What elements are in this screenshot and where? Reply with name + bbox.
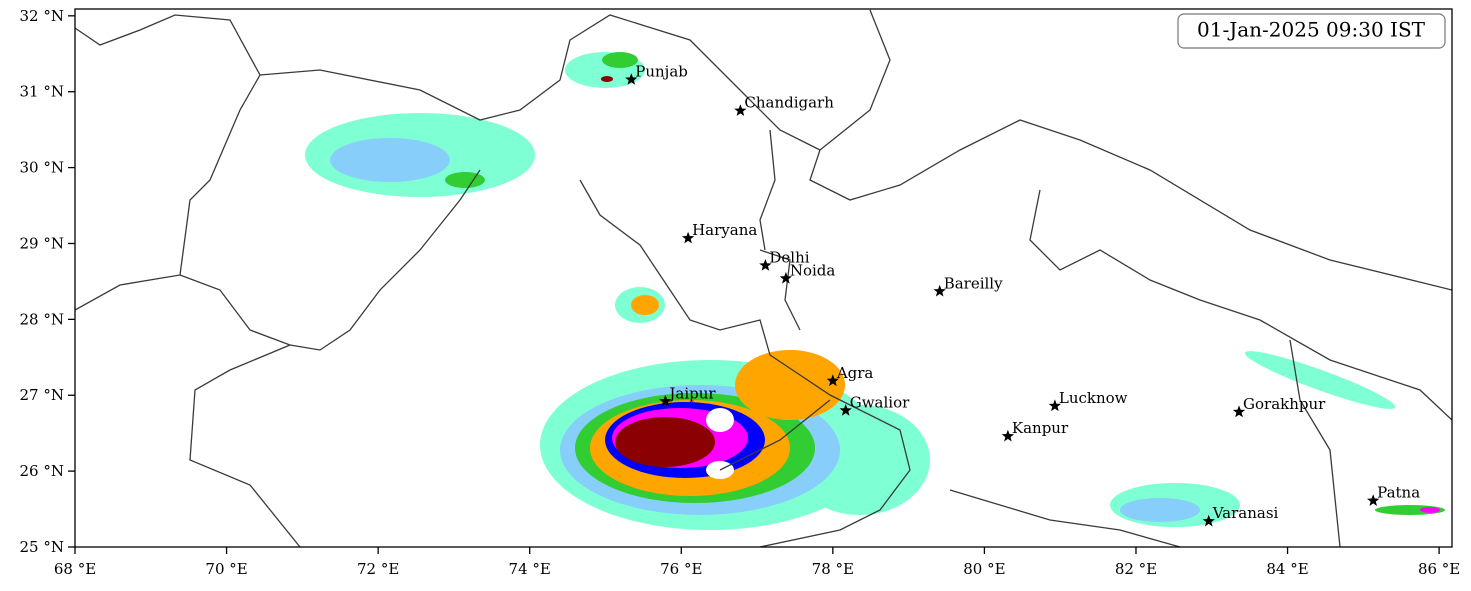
x-tick-label: 82 °E [1115,560,1157,578]
city-label: Lucknow [1059,389,1128,407]
x-tick-label: 84 °E [1266,560,1308,578]
city-label: Chandigarh [744,94,834,112]
x-tick-label: 74 °E [509,560,551,578]
axes: 68 °E 70 °E 72 °E 74 °E 76 °E 78 °E 80 °E 82 °E… [20,7,1461,578]
borders [75,9,1452,547]
x-tick-label: 78 °E [812,560,854,578]
city-label: Varanasi [1212,504,1279,522]
city-label: Agra [836,364,874,382]
x-tick-label: 68 °E [54,560,96,578]
map-frame [74,8,1453,548]
y-tick-label: 27 °N [20,386,64,404]
city-label: Patna [1377,484,1420,502]
city-marker [734,104,747,116]
x-tick-label: 70 °E [205,560,247,578]
x-tick-label: 86 °E [1418,560,1460,578]
city-marker [826,374,839,387]
city-marker [625,73,638,85]
rainfall [305,52,1445,530]
y-tick-label: 25 °N [20,538,64,556]
city-marker [681,231,695,244]
x-tick-label: 80 °E [963,560,1005,578]
timestamp-box [1177,13,1446,49]
city-label: Punjab [635,63,688,81]
city-label: Delhi [769,248,809,266]
city-marker [1048,399,1062,412]
city-marker [933,284,946,297]
city-marker [759,259,772,271]
city-marker [779,271,792,284]
y-tick-label: 30 °N [20,159,64,177]
y-tick-label: 31 °N [20,83,64,101]
city-marker [1001,429,1015,442]
city-label: Bareilly [944,274,1003,292]
city-label: Noida [790,261,836,279]
city-marker [1367,494,1380,506]
city-marker [659,394,672,407]
city-label: Jaipur [667,384,716,402]
city-label: Haryana [692,221,757,239]
map-layers [75,9,1452,547]
city-marker [1232,405,1246,418]
city-marker [839,403,852,416]
y-tick-label: 32 °N [20,7,64,25]
y-tick-label: 29 °N [20,234,64,252]
city-marker [1202,514,1215,527]
y-tick-label: 28 °N [20,310,64,328]
y-tick-label: 26 °N [20,462,64,480]
x-tick-label: 76 °E [660,560,702,578]
city-label: Gwalior [850,393,910,411]
city-label: Gorakhpur [1243,395,1326,413]
x-tick-label: 72 °E [357,560,399,578]
city-label: Kanpur [1012,419,1069,437]
timestamp: 01-Jan-2025 09:30 IST [1197,18,1426,42]
